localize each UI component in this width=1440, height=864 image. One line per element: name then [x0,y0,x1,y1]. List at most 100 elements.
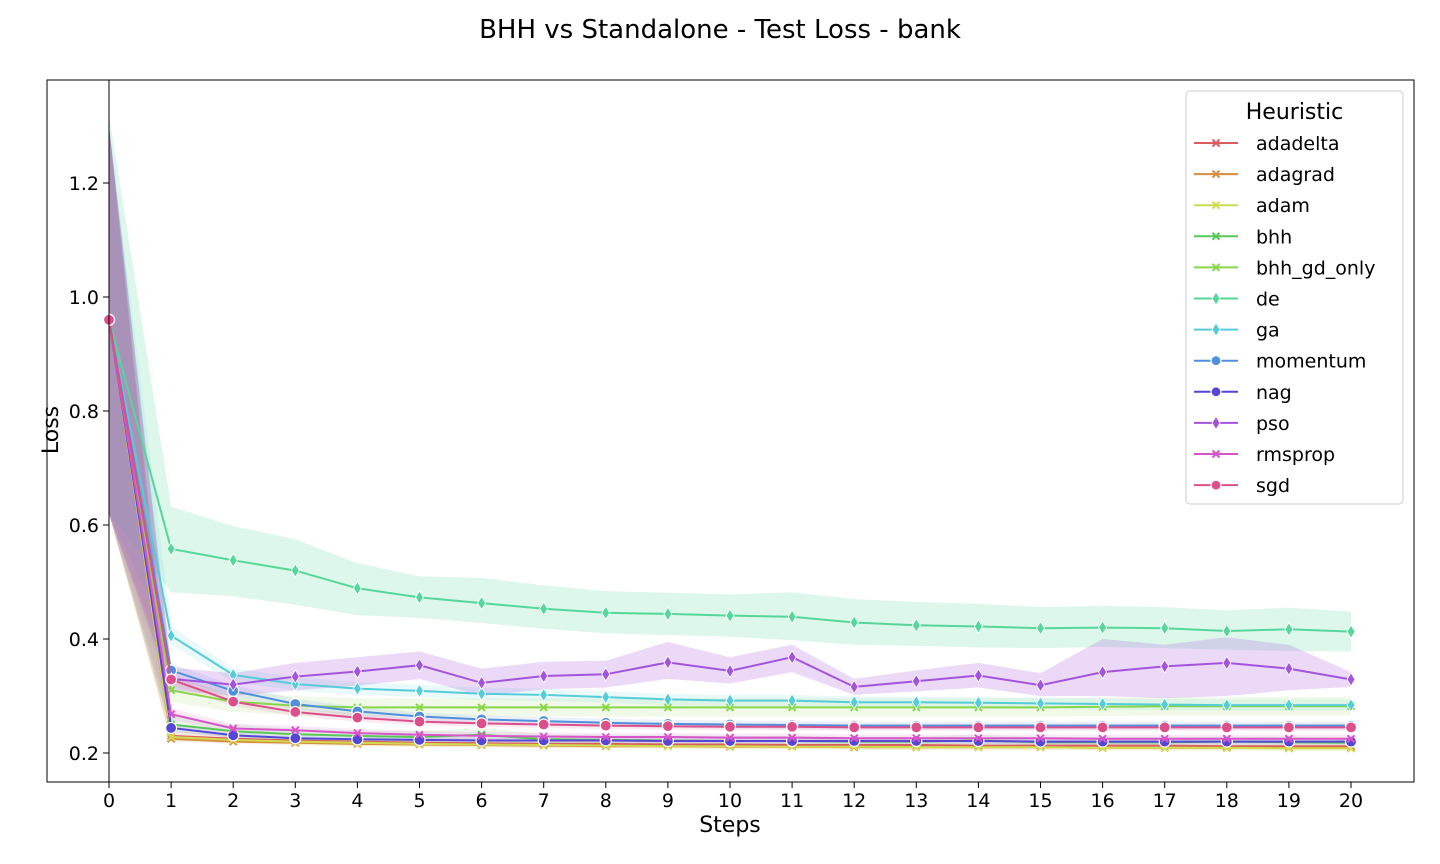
point-sgd [1282,721,1296,734]
legend-item-pso: pso [1194,413,1290,435]
y-axis-label: Loss [39,406,64,454]
point-ga [415,683,424,699]
point-rmsprop [1284,734,1294,743]
band-pso [109,126,1351,699]
legend-item-adam: adam [1194,195,1310,217]
point-rmsprop [291,725,300,735]
point-pso [849,679,859,695]
legend-item-adadelta: adadelta [1194,133,1339,155]
point-adam [166,732,176,742]
legend-marker [1211,449,1221,459]
point-de [290,563,300,578]
legend-title: Heuristic [1246,100,1343,125]
point-pso [787,649,797,665]
point-rmsprop [912,733,921,743]
point-ga [1098,696,1108,712]
point-pso [1098,664,1108,680]
legend-label: sgd [1256,475,1290,497]
point-ga [1222,697,1232,713]
point-sgd [1220,721,1233,734]
legend-label: adadelta [1256,133,1339,155]
point-de [539,601,549,617]
point-ga [973,695,983,711]
point-bhh_gd_only [601,703,611,712]
legend-label: de [1256,289,1280,311]
y-tick-label: 0.8 [69,401,99,423]
point-rmsprop [1346,734,1356,743]
y-tick-label: 1.2 [69,173,99,195]
chart-title: BHH vs Standalone - Test Loss - bank [479,15,961,45]
x-axis-label: Steps [699,813,761,838]
point-ga [601,689,611,705]
point-pso [725,663,735,679]
x-tick-label: 0 [103,790,115,812]
point-sgd [413,715,426,728]
point-bhh_gd_only [415,703,424,712]
point-de [911,618,921,633]
point-de [228,553,238,568]
point-de [601,605,611,621]
axes: 0 1 2 3 4 5 6 7 8 9 10 11 12 13 14 15 16 17 18 19 200.20.40.… [46,79,1415,812]
x-tick-label: 18 [1215,790,1239,812]
point-sgd [972,721,985,734]
point-ga [787,693,797,708]
point-pso [1284,661,1294,676]
point-rmsprop [725,733,735,742]
point-de [1346,624,1356,639]
point-rmsprop [1036,733,1045,743]
point-pso [539,668,549,684]
point-sgd [599,719,612,732]
point-de [1036,620,1045,636]
point-de [725,608,735,623]
point-pso [415,657,424,673]
point-pso [352,664,362,679]
series-ga [104,312,1356,713]
point-sgd [848,721,861,734]
legend-item-momentum: momentum [1194,351,1366,373]
legend-label: bhh [1256,226,1292,248]
x-tick-label: 9 [662,790,674,812]
point-de [415,590,424,605]
point-bhh_gd_only [539,703,548,712]
legend-label: rmsprop [1256,444,1335,466]
point-ga [663,692,673,707]
series-lines [102,312,1358,753]
point-pso [1222,655,1232,671]
legend-item-rmsprop: rmsprop [1194,444,1335,466]
point-sgd [910,721,923,734]
legend-marker [1211,415,1221,431]
point-rmsprop [477,731,486,741]
point-sgd [165,673,178,686]
point-rmsprop [974,733,983,743]
point-ga [1346,697,1356,713]
point-sgd [351,711,364,724]
point-sgd [661,720,675,733]
legend-label: adam [1256,195,1310,217]
point-ga [290,676,300,692]
legend-marker [1211,232,1221,241]
x-tick-label: 19 [1277,790,1301,812]
point-bhh_gd_only [477,703,486,712]
point-ga [539,687,549,703]
point-rmsprop [1098,734,1107,743]
x-tick-label: 6 [476,790,488,812]
x-tick-label: 8 [600,790,612,812]
legend-item-bhh: bhh [1194,226,1292,248]
x-tick-label: 11 [780,790,804,812]
point-ga [477,686,487,701]
legend-item-ga: ga [1194,320,1280,342]
legend-label: adagrad [1256,164,1335,186]
point-rmsprop [849,733,859,743]
point-de [1160,620,1170,636]
point-sgd [1034,721,1047,734]
point-pso [601,667,611,682]
y-tick-label: 0.6 [69,515,99,537]
point-de [477,595,487,611]
legend-marker [1210,386,1222,398]
point-ga [725,693,735,708]
series-rmsprop [104,315,1356,743]
x-tick-label: 20 [1339,790,1363,812]
point-pso [477,675,487,691]
point-rmsprop [1222,734,1232,743]
x-tick-label: 14 [966,790,990,812]
